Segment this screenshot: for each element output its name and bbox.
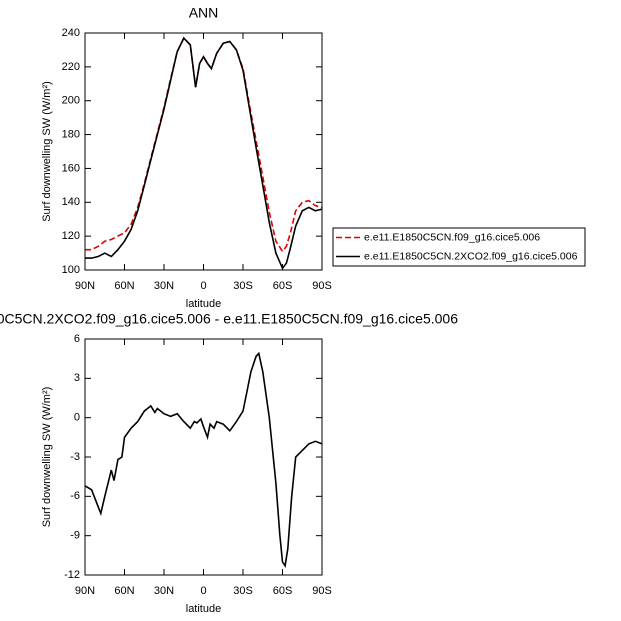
x-tick-label: 60S (273, 585, 293, 597)
y-axis-label: Surf downwelling SW (W/m²) (41, 387, 53, 528)
x-tick-label: 0 (200, 585, 206, 597)
y-tick-label: 120 (62, 230, 80, 242)
y-tick-label: 240 (62, 27, 80, 39)
x-tick-label: 30S (233, 585, 253, 597)
x-tick-label: 90N (75, 585, 95, 597)
y-tick-label: 200 (62, 95, 80, 107)
legend-label: e.e11.E1850C5CN.2XCO2.f09_g16.cice5.006 (364, 250, 578, 262)
data-line (84, 351, 323, 568)
y-tick-label: 180 (62, 128, 80, 140)
data-line (85, 36, 323, 270)
y-tick-label: -12 (64, 569, 80, 581)
x-tick-label: 0 (200, 280, 206, 292)
data-line (85, 36, 323, 253)
y-tick-label: -6 (70, 490, 80, 502)
y-tick-label: 220 (62, 61, 80, 73)
x-axis-label: latitude (186, 298, 221, 310)
x-tick-label: 30S (233, 280, 253, 292)
y-tick-label: 100 (62, 264, 80, 276)
y-axis-label: Surf downwelling SW (W/m²) (41, 81, 53, 222)
y-tick-label: -9 (70, 530, 80, 542)
x-tick-label: 60N (114, 585, 134, 597)
x-tick-label: 60S (273, 280, 293, 292)
y-tick-label: 6 (74, 333, 80, 345)
y-tick-label: 160 (62, 162, 80, 174)
x-tick-label: 90S (312, 585, 332, 597)
legend-label: e.e11.E1850C5CN.f09_g16.cice5.006 (364, 231, 540, 243)
x-axis-label: latitude (186, 603, 221, 615)
y-tick-label: 140 (62, 196, 80, 208)
y-tick-label: -3 (70, 451, 80, 463)
chart-title: ANN (189, 5, 219, 21)
plot-frame (84, 338, 323, 576)
x-tick-label: 30N (154, 280, 174, 292)
y-tick-label: 3 (74, 372, 80, 384)
legend-box (332, 227, 586, 267)
chart-title: e.e11.E1850C5CN.2XCO2.f09_g16.cice5.006 … (0, 311, 458, 327)
x-tick-label: 90N (75, 280, 95, 292)
x-tick-label: 30N (154, 585, 174, 597)
x-tick-label: 60N (114, 280, 134, 292)
y-tick-label: 0 (74, 412, 80, 424)
plot-frame (84, 32, 323, 271)
x-tick-label: 90S (312, 280, 332, 292)
